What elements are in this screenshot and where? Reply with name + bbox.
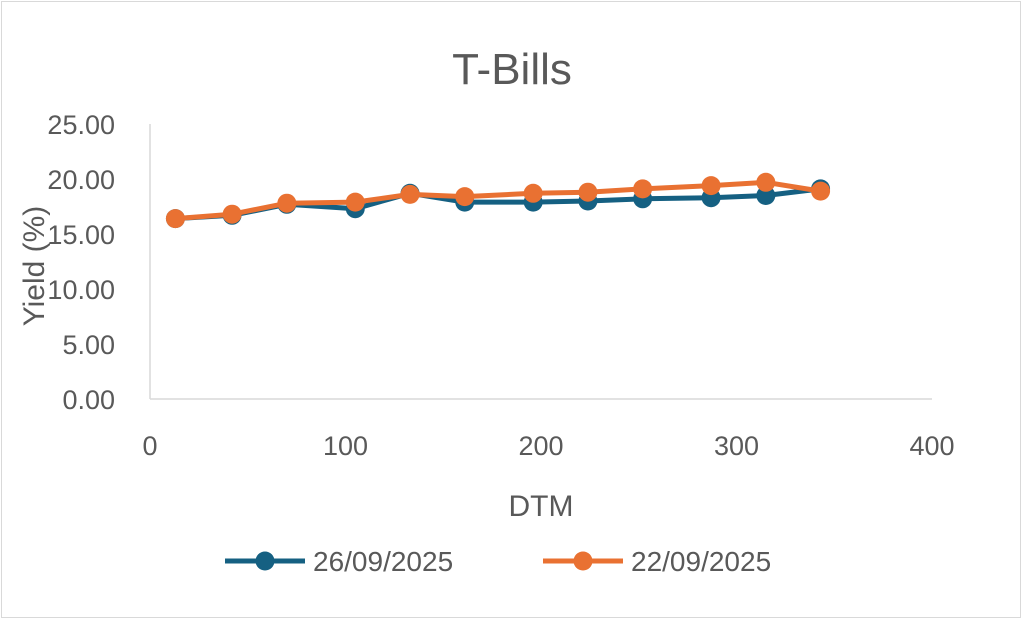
x-tick-label: 400 xyxy=(909,431,954,461)
legend-item: 22/09/2025 xyxy=(543,546,771,577)
x-tick-labels: 0 100 200 300 400 xyxy=(142,431,954,461)
y-axis-title: Yield (%) xyxy=(18,206,51,327)
data-point xyxy=(222,204,242,224)
legend-item: 26/09/2025 xyxy=(225,546,453,577)
y-tick-label: 25.00 xyxy=(47,110,115,140)
series-layer xyxy=(165,172,831,229)
x-axis-title: DTM xyxy=(509,490,574,523)
data-point xyxy=(165,209,185,229)
legend-marker xyxy=(255,551,275,571)
legend-marker xyxy=(573,551,593,571)
y-tick-label: 5.00 xyxy=(62,330,115,360)
data-point xyxy=(455,187,475,207)
plot-area xyxy=(149,124,932,400)
data-point xyxy=(345,192,365,212)
data-point xyxy=(523,183,543,203)
data-point xyxy=(633,179,653,199)
y-tick-label: 15.00 xyxy=(47,220,115,250)
x-tick-label: 300 xyxy=(714,431,759,461)
data-point xyxy=(578,182,598,202)
y-tick-labels: 0.00 5.00 10.00 15.00 20.00 25.00 xyxy=(47,110,115,415)
x-tick-label: 0 xyxy=(142,431,157,461)
legend: 26/09/2025 22/09/2025 xyxy=(225,546,771,577)
legend-label: 22/09/2025 xyxy=(631,546,771,577)
x-tick-label: 100 xyxy=(323,431,368,461)
x-tick-label: 200 xyxy=(518,431,563,461)
data-point xyxy=(756,186,776,205)
y-tick-label: 10.00 xyxy=(47,275,115,305)
data-point xyxy=(277,193,297,213)
y-tick-label: 20.00 xyxy=(47,165,115,195)
data-point xyxy=(701,176,721,196)
data-point xyxy=(400,184,420,204)
data-point xyxy=(756,172,776,192)
chart-title: T-Bills xyxy=(452,45,572,94)
series-2 xyxy=(165,172,831,229)
y-tick-label: 0.00 xyxy=(62,385,115,415)
data-point xyxy=(811,181,831,201)
legend-label: 26/09/2025 xyxy=(313,546,453,577)
